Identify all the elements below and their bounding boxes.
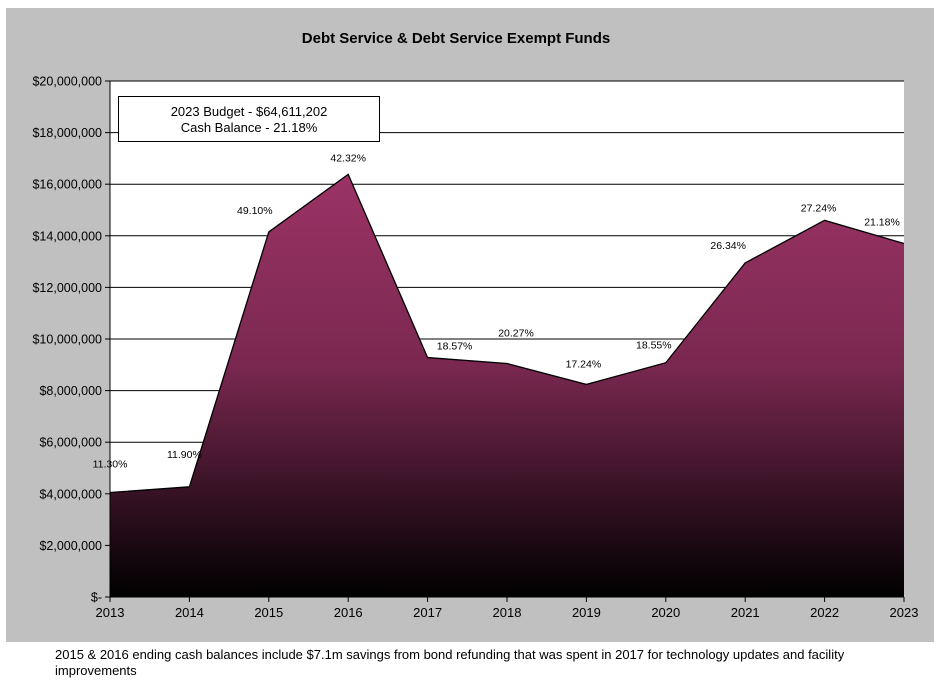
x-tick-label: 2023 <box>890 605 919 620</box>
y-tick-label: $12,000,000 <box>32 281 102 295</box>
data-label: 42.32% <box>330 152 366 164</box>
x-tick-label: 2019 <box>572 605 601 620</box>
data-label: 49.10% <box>237 205 273 217</box>
y-tick-label: $4,000,000 <box>39 487 102 501</box>
area-outline <box>109 173 905 494</box>
data-label: 18.57% <box>437 341 473 353</box>
y-tick-label: $20,000,000 <box>32 75 102 89</box>
x-tick-label: 2015 <box>254 605 283 620</box>
footnote: 2015 & 2016 ending cash balances include… <box>55 647 845 678</box>
y-tick-label: $6,000,000 <box>39 436 102 450</box>
budget-line: 2023 Budget - $64,611,202 <box>170 104 328 119</box>
budget-info-box: 2023 Budget - $64,611,202 Cash Balance -… <box>118 96 380 142</box>
chart-title: Debt Service & Debt Service Exempt Funds <box>301 30 611 47</box>
y-tick-label: $2,000,000 <box>39 539 102 553</box>
y-tick-label: $10,000,000 <box>32 333 102 347</box>
area-chart: $- $2,000,000 $4,000,000 $6,000,000 $8,000,0… <box>32 75 918 621</box>
chart-frame: $- $2,000,000 $4,000,000 $6,000,000 $8,000,0… <box>6 8 934 642</box>
y-tick-label: $- <box>91 591 102 605</box>
data-label: 26.34% <box>710 240 746 252</box>
area-fill <box>110 174 904 597</box>
x-tick-label: 2022 <box>810 605 839 620</box>
y-tick-label: $8,000,000 <box>39 384 102 398</box>
data-labels: 11.30% 11.90% 49.10% 42.32% 18.57% 20.27% 17.2… <box>93 152 900 470</box>
data-label: 18.55% <box>636 340 672 352</box>
y-tick-label: $18,000,000 <box>32 126 102 140</box>
area-layer <box>109 173 905 597</box>
y-tick-label: $14,000,000 <box>32 229 102 243</box>
data-label: 20.27% <box>498 328 534 340</box>
y-tick-label: $16,000,000 <box>32 178 102 192</box>
cash-balance-line: Cash Balance - 21.18% <box>180 120 318 135</box>
x-tick-label: 2014 <box>175 605 204 620</box>
data-label: 17.24% <box>566 358 602 370</box>
data-label: 11.30% <box>93 459 128 471</box>
data-label: 27.24% <box>801 202 837 214</box>
axes-layer: $- $2,000,000 $4,000,000 $6,000,000 $8,000,0… <box>32 75 918 621</box>
data-label: 21.18% <box>864 217 900 229</box>
x-tick-label: 2013 <box>96 605 125 620</box>
x-tick-label: 2017 <box>413 605 442 620</box>
x-tick-label: 2018 <box>493 605 522 620</box>
x-tick-label: 2021 <box>731 605 760 620</box>
data-label: 11.90% <box>167 449 202 461</box>
x-tick-label: 2020 <box>651 605 680 620</box>
x-tick-label: 2016 <box>334 605 363 620</box>
